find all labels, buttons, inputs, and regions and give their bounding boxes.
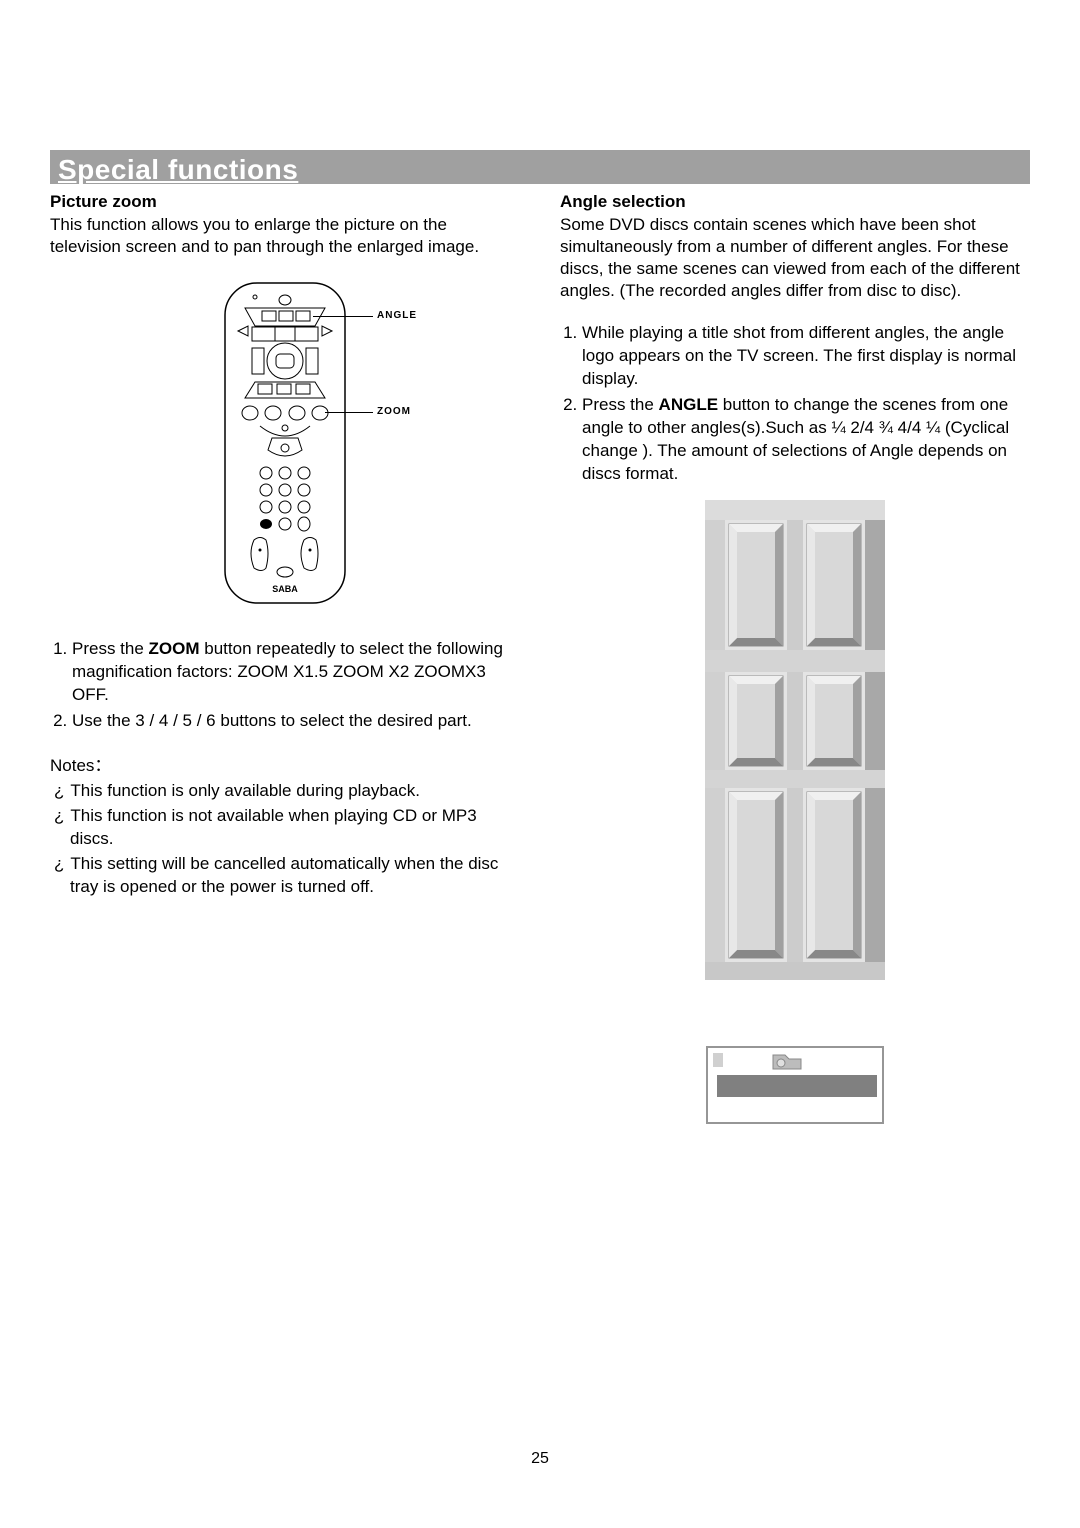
angle-label-strong: ANGLE [659,395,719,414]
right-column: Angle selection Some DVD discs contain s… [560,186,1030,1130]
remote-illustration: SABA ANGLE ZOOM [155,278,415,608]
small-screen-illustration [560,1045,1030,1130]
left-column: Picture zoom This function allows you to… [50,186,520,1130]
svg-text:SABA: SABA [272,584,298,594]
angle-selection-heading: Angle selection [560,192,1030,212]
notes-heading: Notes： [50,751,520,776]
zoom-step-2: Use the 3 / 4 / 5 / 6 buttons to select … [72,710,520,733]
notes-list: This function is only available during p… [50,780,520,899]
angle-step-2: Press the ANGLE button to change the sce… [582,394,1030,486]
callout-line-zoom [325,412,373,413]
section-header-bar: Special functions [50,150,1030,184]
section-title: Special functions [58,154,298,186]
page-number: 25 [0,1450,1080,1468]
note-3: This setting will be cancelled automatic… [50,853,520,899]
remote-svg: SABA [220,278,350,608]
note-1: This function is only available during p… [50,780,520,803]
note-2: This function is not available when play… [50,805,520,851]
callout-line-angle [313,316,373,317]
angle-step2-prefix: Press the [582,395,659,414]
picture-zoom-steps: Press the ZOOM button repeatedly to sele… [50,638,520,733]
callout-angle: ANGLE [377,310,417,321]
zoom-step1-prefix: Press the [72,639,149,658]
angle-step-1: While playing a title shot from differen… [582,322,1030,391]
content-columns: Picture zoom This function allows you to… [50,186,1030,1130]
zoom-label-strong: ZOOM [149,639,200,658]
small-box-svg [705,1045,885,1125]
picture-zoom-heading: Picture zoom [50,192,520,212]
zoom-step-1: Press the ZOOM button repeatedly to sele… [72,638,520,707]
door-svg [705,500,885,980]
angle-steps: While playing a title shot from differen… [560,322,1030,486]
door-illustration [560,500,1030,985]
angle-selection-intro: Some DVD discs contain scenes which have… [560,214,1030,302]
callout-zoom: ZOOM [377,406,411,417]
picture-zoom-intro: This function allows you to enlarge the … [50,214,520,258]
